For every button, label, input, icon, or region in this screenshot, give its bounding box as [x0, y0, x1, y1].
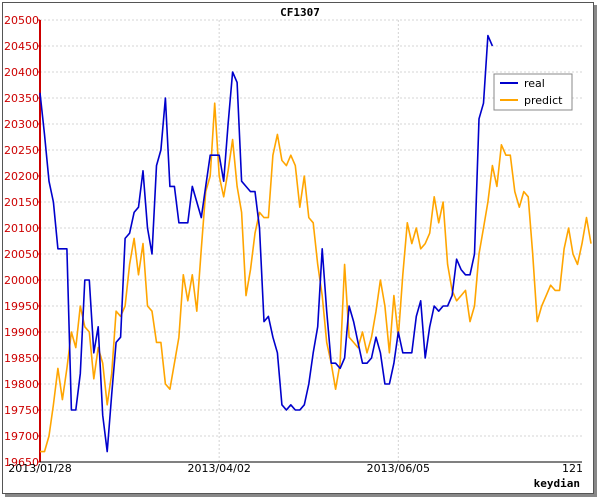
y-tick-label: 20000 [4, 274, 39, 287]
x-tick-label: 2013/04/02 [187, 462, 250, 475]
series-lines [39, 34, 592, 453]
y-tick-label: 19800 [4, 378, 39, 391]
legend-box [493, 73, 573, 111]
y-tick-label: 19700 [4, 430, 39, 443]
y-tick-label: 19950 [4, 300, 39, 313]
series-line-predict [40, 102, 592, 453]
grid [40, 19, 582, 463]
y-tick-label: 20150 [4, 196, 39, 209]
y-tick-label: 20050 [4, 248, 39, 261]
y-tick-label: 20500 [4, 14, 39, 27]
series-line-real [39, 34, 494, 453]
y-tick-label: 19900 [4, 326, 39, 339]
x-tick-label: 2013/01/28 [8, 462, 71, 475]
x-tick-label: 121 [562, 462, 583, 475]
x-tick-label: 2013/06/05 [367, 462, 430, 475]
chart-title: CF1307 [280, 6, 320, 19]
y-tick-label: 20250 [4, 144, 39, 157]
y-axis-ticks: 20500 20450 20400 20350 20300 20250 20200 20150… [4, 14, 40, 469]
y-tick-label: 19750 [4, 404, 39, 417]
y-tick-label: 19850 [4, 352, 39, 365]
legend: real predict [493, 73, 573, 111]
y-tick-label: 20350 [4, 92, 39, 105]
y-tick-label: 20100 [4, 222, 39, 235]
y-tick-label: 20200 [4, 170, 39, 183]
y-tick-label: 20300 [4, 118, 39, 131]
y-tick-label: 20400 [4, 66, 39, 79]
legend-label-real: real [524, 77, 545, 90]
legend-label-predict: predict [524, 94, 563, 107]
y-tick-label: 20450 [4, 40, 39, 53]
y-tick-label: 19650 [4, 456, 39, 469]
x-axis-ticks: 2013/01/28 2013/04/02 2013/06/05 121 [8, 462, 583, 475]
x-axis-label: keydian [534, 477, 580, 490]
